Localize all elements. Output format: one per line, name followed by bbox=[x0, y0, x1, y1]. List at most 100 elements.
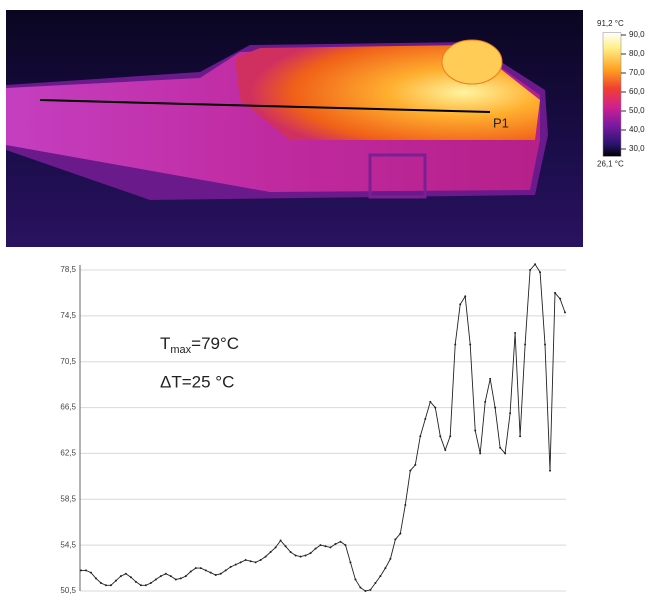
data-point bbox=[354, 578, 357, 581]
data-point bbox=[184, 575, 187, 578]
data-point bbox=[119, 575, 122, 578]
data-point bbox=[199, 567, 202, 570]
data-point bbox=[274, 546, 277, 549]
data-point bbox=[364, 590, 367, 592]
data-point bbox=[114, 579, 117, 582]
data-point bbox=[189, 570, 192, 573]
data-point bbox=[454, 343, 457, 346]
data-point bbox=[284, 545, 287, 548]
data-point bbox=[334, 542, 337, 545]
colorbar-tick-label: 60,0 bbox=[629, 87, 645, 96]
data-point bbox=[139, 584, 142, 587]
delta-t-annotation: ΔT=25 °C bbox=[160, 372, 234, 391]
colorbar-tick-label: 70,0 bbox=[629, 68, 645, 77]
tmax-text: =79°C bbox=[191, 334, 239, 353]
data-point bbox=[194, 567, 197, 570]
data-point bbox=[259, 559, 262, 562]
data-point bbox=[89, 571, 92, 574]
y-tick-label: 66,5 bbox=[60, 403, 76, 412]
data-point bbox=[279, 539, 282, 542]
data-point bbox=[539, 271, 542, 274]
data-point bbox=[304, 554, 307, 557]
colorbar-min-label: 26,1 °C bbox=[597, 160, 624, 169]
data-point bbox=[564, 311, 566, 314]
profile-line bbox=[39, 99, 491, 113]
colorbar-tick-label: 40,0 bbox=[629, 125, 645, 134]
y-tick-label: 58,5 bbox=[60, 494, 76, 503]
y-tick-label: 74,5 bbox=[60, 311, 76, 320]
data-point bbox=[394, 538, 397, 541]
colorbar-tick-label: 80,0 bbox=[629, 49, 645, 58]
data-point bbox=[369, 588, 372, 591]
data-point bbox=[514, 332, 517, 335]
data-point bbox=[389, 557, 392, 560]
data-point bbox=[494, 406, 497, 409]
data-point bbox=[179, 577, 182, 580]
data-point bbox=[459, 303, 462, 306]
data-point bbox=[344, 544, 347, 547]
data-point bbox=[84, 569, 87, 572]
data-point bbox=[209, 571, 212, 574]
data-point bbox=[439, 435, 442, 438]
data-point bbox=[474, 429, 477, 432]
y-tick-label: 54,5 bbox=[60, 540, 76, 549]
colorbar-tick-label: 30,0 bbox=[629, 144, 645, 153]
marker-label: P1 bbox=[493, 115, 509, 130]
data-point bbox=[464, 295, 467, 298]
data-point bbox=[204, 569, 207, 572]
thermal-image: P1 bbox=[6, 10, 583, 247]
data-point bbox=[554, 291, 557, 294]
data-point bbox=[109, 584, 112, 587]
data-point bbox=[484, 400, 487, 403]
data-point bbox=[544, 343, 547, 346]
data-point bbox=[169, 575, 172, 578]
data-point bbox=[219, 572, 222, 575]
tmax-annotation: Tmax=79°C bbox=[160, 334, 239, 355]
data-point bbox=[224, 569, 227, 572]
data-point bbox=[384, 567, 387, 570]
data-point bbox=[419, 435, 422, 438]
data-point bbox=[299, 555, 302, 558]
data-point bbox=[449, 435, 452, 438]
data-point bbox=[349, 561, 352, 564]
data-point bbox=[379, 575, 382, 578]
data-point bbox=[529, 269, 532, 271]
data-point bbox=[264, 555, 267, 558]
data-point bbox=[399, 532, 402, 535]
data-point bbox=[359, 586, 362, 589]
data-point bbox=[549, 469, 552, 472]
data-point bbox=[99, 581, 102, 584]
y-tick-label: 50,5 bbox=[60, 586, 76, 595]
data-point bbox=[519, 435, 522, 438]
data-point bbox=[214, 573, 217, 576]
data-point bbox=[289, 551, 292, 554]
data-point bbox=[159, 575, 162, 578]
data-point bbox=[269, 551, 272, 554]
tmax-symbol: T bbox=[160, 334, 170, 353]
data-point bbox=[314, 547, 317, 550]
chart: Tmax=79°C ΔT=25 °C 50,5 54,5 58,5 62,5 66,5 7… bbox=[60, 263, 566, 595]
data-point bbox=[254, 561, 257, 564]
data-point bbox=[174, 578, 177, 581]
data-point bbox=[294, 554, 297, 557]
data-point bbox=[499, 446, 502, 449]
profile-line bbox=[81, 263, 566, 592]
data-point bbox=[504, 452, 507, 455]
data-point bbox=[164, 572, 167, 575]
data-point bbox=[319, 544, 322, 547]
data-point bbox=[429, 400, 432, 403]
colorbar-gradient bbox=[602, 32, 622, 157]
data-point bbox=[469, 343, 472, 346]
data-point bbox=[324, 545, 327, 548]
data-point bbox=[489, 377, 492, 380]
colorbar-tick-label: 50,0 bbox=[629, 106, 645, 115]
data-point bbox=[144, 584, 147, 587]
data-point bbox=[434, 406, 437, 409]
data-point bbox=[409, 469, 412, 472]
data-point bbox=[244, 559, 247, 562]
y-tick-label: 70,5 bbox=[60, 357, 76, 366]
data-point bbox=[374, 581, 377, 584]
data-point bbox=[80, 569, 82, 572]
data-point bbox=[424, 418, 427, 421]
